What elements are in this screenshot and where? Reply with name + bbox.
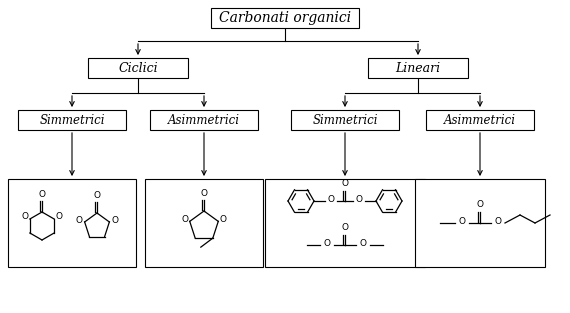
Text: O: O	[201, 189, 207, 198]
Text: O: O	[181, 215, 188, 224]
Text: Simmetrici: Simmetrici	[39, 114, 105, 126]
Bar	[368, 58, 468, 78]
Bar	[211, 8, 359, 28]
Text: O: O	[328, 196, 335, 204]
Text: O: O	[495, 218, 502, 227]
Bar	[265, 179, 425, 267]
Bar	[415, 179, 545, 267]
Bar	[426, 110, 534, 130]
Text: O: O	[39, 190, 46, 199]
Bar	[291, 110, 399, 130]
Text: O: O	[76, 216, 83, 225]
Text: Simmetrici: Simmetrici	[312, 114, 378, 126]
Text: Carbonati organici: Carbonati organici	[219, 11, 351, 25]
Text: O: O	[356, 196, 363, 204]
Text: Asimmetrici: Asimmetrici	[168, 114, 240, 126]
Bar	[88, 58, 188, 78]
Text: O: O	[341, 179, 348, 188]
Bar	[145, 179, 263, 267]
Bar	[8, 179, 136, 267]
Text: O: O	[111, 216, 118, 225]
Text: Asimmetrici: Asimmetrici	[444, 114, 516, 126]
Text: O: O	[360, 239, 367, 249]
Text: Ciclici: Ciclici	[118, 61, 158, 74]
Text: O: O	[220, 215, 227, 224]
Bar	[150, 110, 258, 130]
Text: Lineari: Lineari	[396, 61, 441, 74]
Text: O: O	[22, 212, 29, 221]
Text: O: O	[93, 191, 100, 200]
Bar	[18, 110, 126, 130]
Text: O: O	[458, 218, 466, 227]
Text: O: O	[477, 200, 483, 209]
Text: O: O	[55, 212, 62, 221]
Text: O: O	[324, 239, 331, 249]
Text: O: O	[341, 223, 348, 232]
